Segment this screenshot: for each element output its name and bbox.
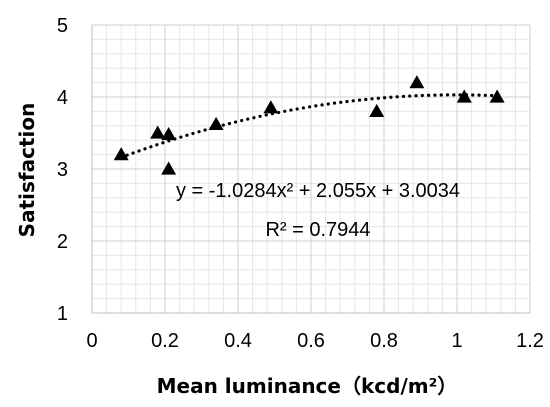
y-tick-label: 5 (57, 15, 68, 37)
x-tick-label: 0.4 (224, 330, 252, 352)
data-point-triangle (150, 125, 166, 139)
data-point-triangle (263, 100, 279, 114)
y-axis-title: Satisfaction (15, 103, 39, 238)
trendline-group (119, 93, 499, 159)
equation-annotation: y = -1.0284x² + 2.055x + 3.0034 (176, 180, 460, 202)
data-point-triangle (456, 89, 472, 103)
y-tick-label: 2 (57, 231, 68, 253)
y-tick-label: 4 (57, 87, 68, 109)
x-tick-label: 0 (86, 330, 97, 352)
data-point-triangle (161, 161, 177, 175)
x-tick-labels: 0 0.2 0.4 0.6 0.8 1 1.2 (86, 330, 543, 352)
x-tick-label: 1 (451, 330, 462, 352)
data-point-triangle (208, 116, 224, 130)
data-point-triangle (161, 126, 177, 141)
x-tick-label: 0.2 (151, 330, 179, 352)
data-points (113, 75, 505, 175)
x-tick-label: 0.8 (370, 330, 398, 352)
y-tick-label: 1 (57, 303, 68, 325)
data-point-triangle (369, 103, 385, 118)
x-tick-label: 0.6 (297, 330, 325, 352)
data-point-triangle (489, 89, 505, 103)
x-axis-title: Mean luminance（kcd/m²） (157, 374, 458, 398)
axes (91, 25, 530, 314)
r-squared-annotation: R² = 0.7944 (265, 219, 370, 241)
trendline (119, 93, 499, 159)
y-tick-label: 3 (57, 159, 68, 181)
data-point-triangle (113, 147, 129, 161)
y-tick-labels: 1 2 3 4 5 (57, 15, 68, 325)
x-tick-label: 1.2 (516, 330, 544, 352)
data-point-triangle (409, 75, 425, 89)
